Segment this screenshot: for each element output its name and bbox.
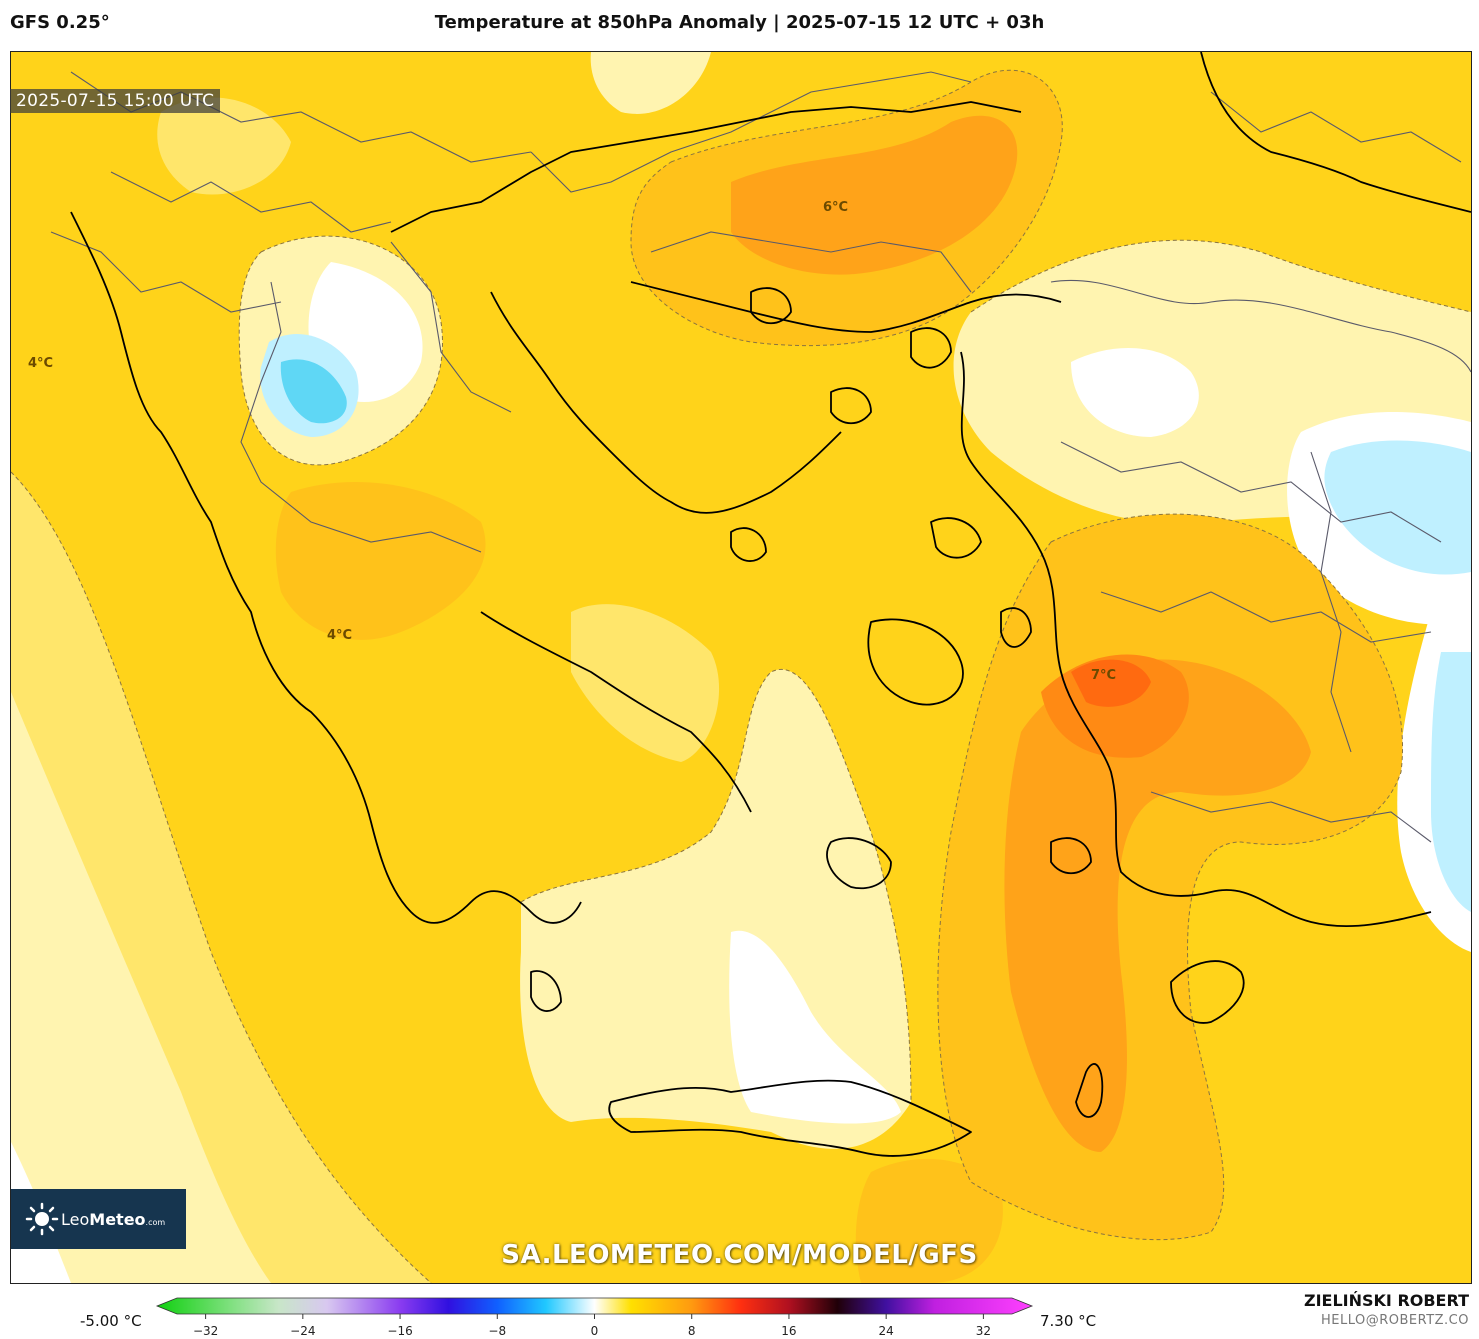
model-name: GFS 0.25° [10,12,110,33]
coastline-island [730,527,767,562]
coastline-crete [608,1079,972,1157]
contour-line [970,239,1471,313]
colorbar-scale [155,1297,1034,1315]
border-line [50,231,282,313]
source-url-watermark: SA.LEOMETEO.COM/MODEL/GFS [501,1240,978,1270]
map-panel: 6°C 4°C 4°C 7°C [10,51,1472,1284]
map-title: Temperature at 850hPa Anomaly | 2025-07-… [434,12,1045,33]
coastline-samothrace [830,387,872,425]
border-line [1050,279,1471,373]
colorbar-tick-label: −8 [488,1324,506,1338]
border-line [530,71,972,193]
valid-time-badge: 2025-07-15 15:00 UTC [10,89,221,113]
contour-label: 7°C [1091,668,1117,683]
field-orange-east [1004,659,1311,1152]
field-light-central [571,604,720,762]
contour-label: 4°C [28,356,54,371]
leometeo-logo[interactable]: LeoMeteo.com [11,1189,186,1249]
field-hot-core [1071,659,1151,707]
contour-line [630,69,1063,347]
coastline-central-greece [480,611,752,813]
field-light-nw [157,97,291,195]
contour-label: 6°C [823,200,849,215]
field-white-anatolia [1071,348,1199,437]
field-pale-north [590,52,711,114]
coastline-thasos [750,287,792,325]
colorbar-tick-label: 24 [879,1324,894,1338]
colorbar-tick-label: −24 [290,1324,315,1338]
coastline-black-sea-north [390,101,1022,233]
contour-label: 4°C [327,628,353,643]
author-credit: ZIELIŃSKI ROBERT [1303,1291,1469,1310]
coastline-black-sea-east [1200,52,1471,213]
border-line [1310,451,1352,753]
coastline-island [1050,837,1092,875]
field-cold-se [1431,652,1471,912]
author-email[interactable]: HELLO@ROBERTZ.CO [1320,1313,1469,1328]
field-pale-west [11,692,271,1283]
anomaly-contours [11,69,1471,1283]
border-line [650,231,972,293]
contour-line [520,669,912,1103]
coastline-lemnos [930,517,982,559]
border-line [1100,591,1432,643]
coastline-thrace [630,281,1062,333]
colorbar-tick-label: 32 [976,1324,991,1338]
field-orange-north [731,115,1018,275]
border-line [1210,91,1462,163]
field-cold-core [280,359,347,424]
coastline-karpathos [1075,1063,1104,1118]
coastline-island [910,327,952,369]
border-line [1150,791,1432,843]
coastline-kythira [530,970,562,1012]
logo-wordmark: LeoMeteo.com [61,1209,166,1229]
coastline-anatolia [960,351,1432,927]
border-line [240,281,482,553]
colorbar: −32 −24 −16 −8 0 8 16 24 32 [155,1297,1034,1338]
colorbar-tick-label: 0 [591,1324,599,1338]
field-cold-east [1324,440,1471,575]
country-borders [50,71,1471,843]
anomaly-field [11,52,1471,1283]
colorbar-max-label: 7.30 °C [1040,1312,1097,1330]
coastline-island [826,837,892,890]
coastline-west-greece [70,211,582,924]
border-line [390,241,512,413]
colorbar-ticks: −32 −24 −16 −8 0 8 16 24 32 [193,1314,991,1338]
colorbar-min-label: -5.00 °C [80,1312,142,1330]
colorbar-tick-label: 16 [781,1324,796,1338]
coastline-chios [1000,607,1032,648]
border-line [1060,441,1442,543]
coastlines [70,52,1471,1157]
coastline-rhodes [1170,960,1245,1024]
coastline-north-aegean [490,291,842,514]
colorbar-tick-label: −32 [193,1324,218,1338]
contour-line [238,235,443,466]
colorbar-tick-label: 8 [688,1324,696,1338]
coastline-lesbos [867,618,964,706]
field-white-crete [729,930,901,1124]
colorbar-tick-label: −16 [387,1324,412,1338]
field-warm-south [855,1158,1003,1283]
contour-line [11,471,432,1283]
contour-line [937,513,1403,1241]
field-warm-west [275,482,486,640]
border-line [110,171,392,233]
sun-icon [25,1202,59,1236]
